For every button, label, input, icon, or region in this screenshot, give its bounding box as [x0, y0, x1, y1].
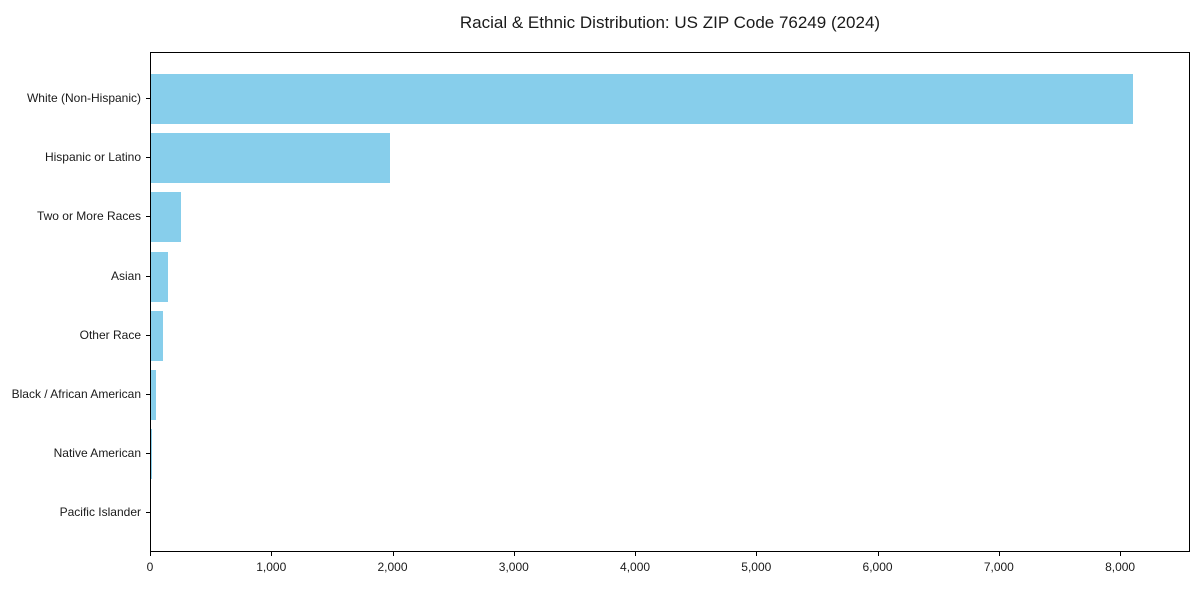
x-tick-label: 5,000: [741, 560, 772, 574]
x-tick-mark: [635, 552, 637, 556]
bar: [151, 251, 168, 302]
x-tick-mark: [392, 552, 394, 556]
chart-title: Racial & Ethnic Distribution: US ZIP Cod…: [459, 13, 881, 32]
x-tick-label: 6,000: [862, 560, 893, 574]
x-tick-label: 8,000: [1105, 560, 1136, 574]
bar: [151, 429, 152, 480]
x-tick-mark: [1120, 552, 1122, 556]
x-tick-label: 0: [146, 560, 154, 574]
y-tick-label: Black / African American: [11, 387, 141, 401]
x-tick-mark: [756, 552, 758, 556]
bar: [151, 192, 182, 243]
y-tick-label: Other Race: [79, 327, 141, 342]
bar: [151, 74, 1134, 124]
x-tick-label: 1,000: [256, 560, 287, 574]
x-tick-label: 4,000: [620, 560, 651, 574]
x-tick-mark: [513, 552, 515, 556]
y-tick-mark: [146, 157, 150, 159]
y-tick-mark: [146, 453, 150, 455]
x-tick-mark: [271, 552, 273, 556]
x-tick-label: 2,000: [377, 560, 408, 574]
x-tick-mark: [877, 552, 879, 556]
plot-area: [150, 52, 1190, 552]
bar: [151, 370, 156, 420]
y-tick-mark: [146, 275, 150, 277]
x-tick-mark: [998, 552, 1000, 556]
y-tick-label: Hispanic or Latino: [44, 150, 141, 165]
x-tick-label: 7,000: [983, 560, 1014, 574]
bar: [151, 133, 391, 184]
y-tick-label: White (Non-Hispanic): [26, 91, 141, 105]
y-tick-mark: [146, 334, 150, 336]
y-tick-mark: [146, 216, 150, 218]
bar: [151, 310, 163, 361]
y-tick-mark: [146, 98, 150, 99]
x-tick-mark: [150, 552, 151, 556]
y-tick-label: Two or More Races: [36, 209, 141, 224]
y-tick-mark: [146, 512, 150, 514]
y-tick-mark: [146, 394, 150, 395]
y-tick-label: Pacific Islander: [59, 505, 141, 520]
y-tick-label: Native American: [53, 446, 141, 461]
y-tick-label: Asian: [110, 268, 141, 283]
x-tick-label: 3,000: [498, 560, 529, 574]
